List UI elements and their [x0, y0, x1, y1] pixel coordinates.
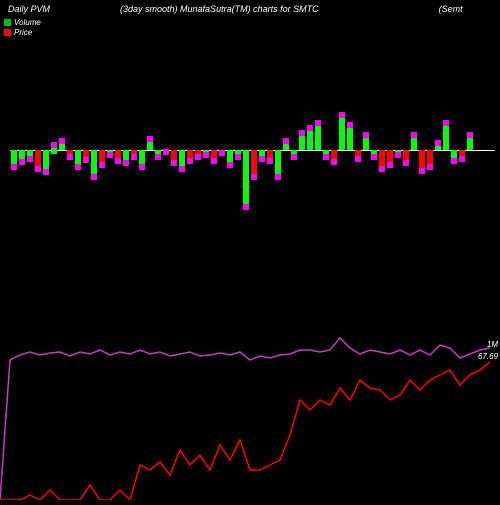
bar — [251, 100, 257, 220]
bar — [243, 100, 249, 220]
bar — [131, 100, 137, 220]
bar — [451, 100, 457, 220]
bar — [99, 100, 105, 220]
volume-line — [0, 338, 490, 500]
bar — [211, 100, 217, 220]
legend: Volume Price — [0, 18, 500, 37]
bar — [323, 100, 329, 220]
bar — [107, 100, 113, 220]
bar — [147, 100, 153, 220]
bar — [331, 100, 337, 220]
line-chart — [0, 300, 500, 500]
chart-header: Daily PVM (3day smooth) MunafaSutra(TM) … — [0, 0, 500, 18]
bar — [35, 100, 41, 220]
bar — [315, 100, 321, 220]
bar — [11, 100, 17, 220]
legend-item-volume: Volume — [4, 18, 496, 27]
bar — [19, 100, 25, 220]
bar — [123, 100, 129, 220]
price-line — [0, 362, 490, 500]
bar — [403, 100, 409, 220]
header-title: Daily PVM — [8, 4, 50, 14]
bar — [267, 100, 273, 220]
bar — [419, 100, 425, 220]
header-subtitle: (3day smooth) MunafaSutra(TM) charts for… — [120, 4, 319, 14]
bar — [355, 100, 361, 220]
line-svg — [0, 300, 500, 500]
legend-item-price: Price — [4, 28, 496, 37]
header-ticker: (Semt — [439, 4, 463, 14]
bar — [91, 100, 97, 220]
bar — [155, 100, 161, 220]
bar — [195, 100, 201, 220]
bar — [291, 100, 297, 220]
bar — [171, 100, 177, 220]
bar — [219, 100, 225, 220]
legend-volume-label: Volume — [14, 18, 41, 27]
bar — [43, 100, 49, 220]
bar — [435, 100, 441, 220]
bar — [75, 100, 81, 220]
bar — [443, 100, 449, 220]
bar — [363, 100, 369, 220]
bar — [411, 100, 417, 220]
bar — [51, 100, 57, 220]
bar — [387, 100, 393, 220]
bar — [459, 100, 465, 220]
bars-container — [10, 100, 490, 220]
bar — [179, 100, 185, 220]
bar — [163, 100, 169, 220]
bar — [395, 100, 401, 220]
bar — [427, 100, 433, 220]
bar — [275, 100, 281, 220]
bar — [227, 100, 233, 220]
bar — [371, 100, 377, 220]
bar — [259, 100, 265, 220]
bar — [235, 100, 241, 220]
bar — [379, 100, 385, 220]
bar — [139, 100, 145, 220]
price-swatch-icon — [4, 29, 11, 36]
legend-price-label: Price — [14, 28, 32, 37]
bar — [307, 100, 313, 220]
bar — [187, 100, 193, 220]
bar — [203, 100, 209, 220]
volume-swatch-icon — [4, 19, 11, 26]
bar — [299, 100, 305, 220]
volume-bar-chart — [10, 100, 490, 220]
bar — [283, 100, 289, 220]
bar — [59, 100, 65, 220]
bar — [27, 100, 33, 220]
bar — [339, 100, 345, 220]
bar — [347, 100, 353, 220]
bar — [67, 100, 73, 220]
bar — [83, 100, 89, 220]
bar — [467, 100, 473, 220]
bar — [115, 100, 121, 220]
